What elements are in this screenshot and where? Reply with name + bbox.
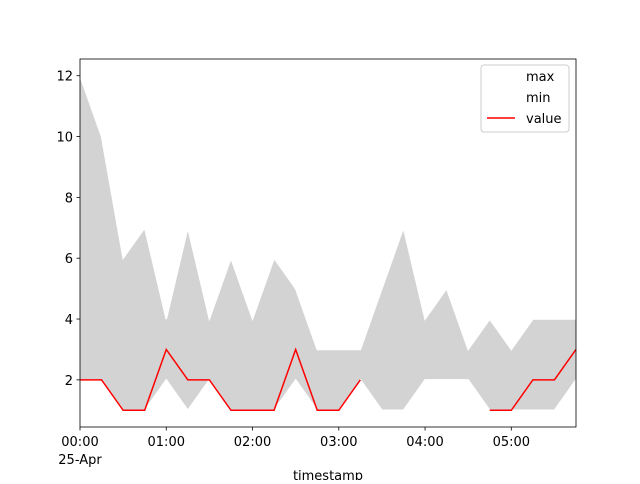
x-tick-label: 00:00 [61,435,98,450]
x-tick-date: 25-Apr [58,453,102,468]
legend-label: max [526,70,555,85]
x-tick-label: 03:00 [320,435,357,450]
plot-frame [79,58,577,428]
x-tick-label: 05:00 [493,435,530,450]
x-tick-label: 04:00 [406,435,443,450]
y-tick-label: 6 [65,252,73,267]
range-area [80,75,576,411]
y-tick-label: 10 [56,131,73,146]
series-line [79,75,576,352]
x-tick-label: 01:00 [148,435,185,450]
legend-box [480,64,570,133]
y-tick-label: 4 [65,313,73,328]
y-tick-label: 2 [65,374,73,389]
y-tick-label: 8 [65,191,73,206]
legend-label: min [526,91,551,106]
legend: max min value [480,64,570,133]
y-tick-label: 12 [56,70,73,85]
x-tick-label: 02:00 [234,435,271,450]
legend-label: value [526,112,562,127]
series-line [80,347,577,412]
x-axis-label: timestamp [293,469,363,480]
